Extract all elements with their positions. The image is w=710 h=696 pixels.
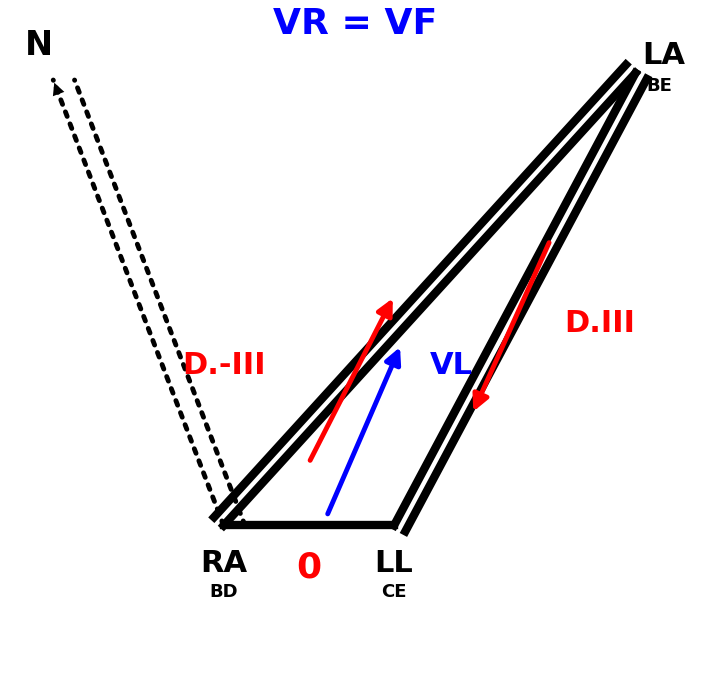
- Text: CE: CE: [381, 583, 407, 601]
- Text: BE: BE: [646, 77, 672, 95]
- Text: LA: LA: [643, 41, 686, 70]
- Text: D.III: D.III: [564, 309, 635, 338]
- Text: VL: VL: [430, 351, 473, 380]
- Text: VR = VF: VR = VF: [273, 8, 437, 41]
- Text: D.-III: D.-III: [182, 351, 266, 380]
- Text: 0: 0: [296, 551, 322, 584]
- Text: LL: LL: [375, 549, 413, 578]
- Text: RA: RA: [200, 549, 247, 578]
- Text: N: N: [25, 29, 53, 62]
- Text: BD: BD: [209, 583, 238, 601]
